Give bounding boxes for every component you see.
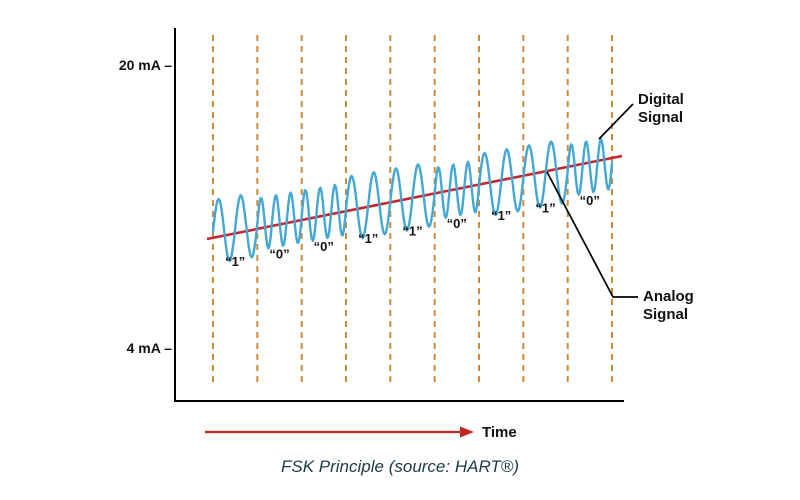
digital-signal-connector-line (598, 103, 634, 140)
digital-signal-wave (211, 137, 614, 263)
analog-signal-label-line2: Signal (643, 306, 688, 323)
bit-value-label: “0” (447, 216, 467, 231)
bit-value-label: “0” (580, 193, 600, 208)
time-axis-label: Time (482, 424, 517, 441)
diagram-caption: FSK Principle (source: HART®) (281, 457, 519, 476)
analog-signal-line (206, 154, 623, 241)
bit-value-label: “1” (402, 224, 422, 239)
time-arrow-head (460, 426, 474, 438)
bit-value-label: “0” (269, 247, 289, 262)
analog-signal-label-line1: Analog (643, 288, 694, 305)
y-axis-label-4ma: 4 mA – (127, 340, 173, 356)
bit-value-labels: “1” “0” “0” “1” “1” “0” “1” “1” “0” (225, 193, 600, 269)
digital-signal-label-line1: Digital (638, 91, 684, 108)
digital-signal-label-line2: Signal (638, 109, 683, 126)
bit-value-label: “1” (535, 201, 555, 216)
analog-signal-connector-line (546, 171, 638, 298)
bit-value-label: “1” (358, 231, 378, 246)
bit-period-gridlines (212, 35, 613, 383)
bit-value-label: “1” (491, 208, 511, 223)
y-axis-label-20ma: 20 mA – (119, 57, 172, 73)
bit-value-label: “1” (225, 254, 245, 269)
bit-value-label: “0” (314, 239, 334, 254)
